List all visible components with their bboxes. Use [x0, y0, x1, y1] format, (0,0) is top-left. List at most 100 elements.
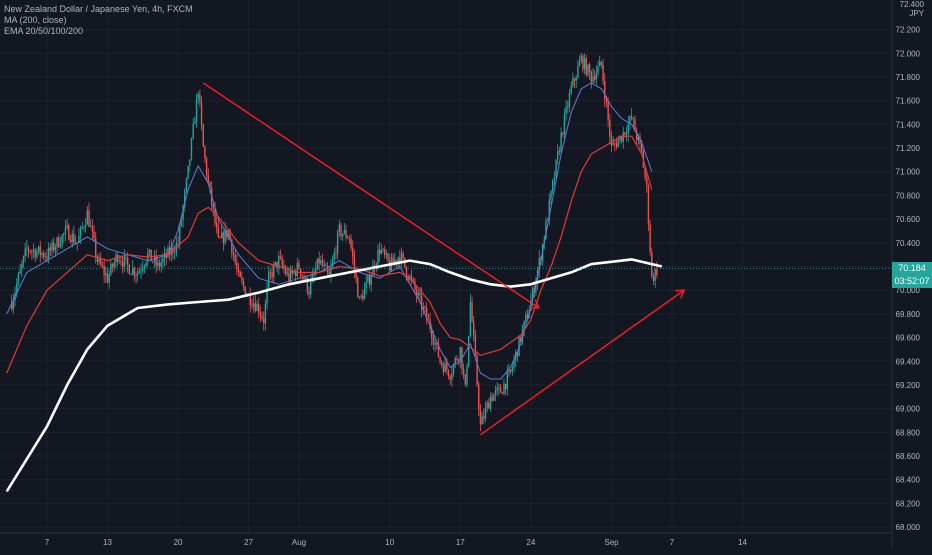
candle-body: [308, 291, 310, 295]
x-tick-label: 7: [670, 538, 675, 547]
candle-body: [588, 64, 591, 73]
candle-body: [200, 102, 203, 125]
candle-body: [629, 116, 631, 124]
candle-body: [429, 319, 431, 329]
candle-body: [237, 268, 240, 272]
candle-body: [501, 392, 503, 394]
candle-body: [486, 402, 488, 409]
candle-body: [362, 295, 364, 300]
candle-body: [454, 358, 456, 365]
trendline-2: [480, 289, 685, 436]
candle-body: [81, 227, 83, 228]
candle-body: [56, 237, 58, 248]
candle-body: [654, 269, 656, 281]
candle-body: [521, 329, 524, 342]
candle-body: [605, 99, 608, 103]
candle-body: [415, 289, 418, 296]
candle-body: [570, 85, 572, 94]
candle-body: [11, 302, 13, 310]
candle-body: [118, 260, 120, 262]
y-tick-label: 68.400: [896, 476, 921, 485]
legend-symbol[interactable]: New Zealand Dollar / Japanese Yen, 4h, F…: [4, 4, 193, 14]
candle-body: [138, 270, 141, 274]
candle-body: [531, 288, 534, 302]
candle-body: [340, 224, 342, 237]
candle-body: [42, 252, 45, 257]
candle-body: [111, 264, 114, 268]
candle-body: [614, 143, 616, 145]
candle-body: [74, 242, 77, 244]
candle-body: [110, 264, 112, 275]
candle-body: [348, 238, 351, 240]
candle-body: [24, 248, 26, 257]
candle-body: [268, 271, 270, 288]
candle-body: [63, 233, 65, 236]
legend-ma[interactable]: MA (200, close): [4, 15, 67, 25]
x-tick-label: 20: [174, 538, 183, 547]
candle-body: [306, 277, 309, 292]
candle-body: [19, 269, 21, 274]
y-tick-label: 68.800: [896, 428, 921, 437]
candle-body: [91, 226, 94, 232]
candle-body: [254, 303, 257, 311]
candle-body: [121, 262, 124, 267]
candle-body: [182, 206, 184, 221]
candle-body: [236, 262, 238, 269]
last-price-tag: 70.184: [892, 262, 932, 275]
candle-body: [239, 271, 241, 278]
candle-body: [568, 93, 571, 108]
candle-body: [383, 249, 386, 255]
candle-body: [622, 132, 624, 142]
candle-body: [590, 72, 593, 82]
candle-body: [249, 294, 251, 306]
candle-body: [103, 266, 105, 276]
candle-body: [148, 249, 151, 253]
candle-body: [467, 335, 470, 367]
candle-body: [634, 119, 636, 132]
candle-body: [153, 256, 156, 262]
candle-body: [436, 342, 438, 344]
candle-body: [469, 301, 472, 336]
candle-body: [656, 269, 658, 276]
candle-body: [44, 256, 47, 258]
candle-body: [600, 61, 603, 65]
candle-body: [363, 288, 366, 300]
candle-body: [160, 262, 162, 267]
candle-body: [155, 256, 157, 266]
candle-body: [609, 119, 611, 137]
candle-body: [513, 359, 515, 368]
axis-currency: JPY: [909, 9, 924, 18]
candle-body: [71, 233, 73, 242]
candle-body: [184, 190, 186, 207]
legend-ema[interactable]: EMA 20/50/100/200: [4, 26, 84, 36]
candle-body: [328, 272, 330, 276]
candle-body: [264, 303, 267, 324]
candle-body: [577, 66, 579, 79]
candle-body: [61, 235, 63, 245]
candle-body: [641, 143, 643, 152]
candle-body: [476, 355, 478, 385]
candle-body: [368, 275, 371, 285]
y-tick-label: 69.600: [896, 334, 921, 343]
candle-body: [73, 233, 75, 243]
candle-body: [639, 136, 641, 144]
candle-body: [620, 135, 623, 142]
candle-body: [558, 150, 561, 152]
candle-body: [269, 271, 272, 273]
candle-body: [585, 58, 587, 75]
candle-body: [352, 247, 354, 257]
candle-body: [263, 318, 265, 324]
candle-body: [209, 181, 211, 188]
x-tick-label: Sep: [604, 538, 619, 547]
candle-body: [279, 256, 282, 259]
candle-body: [78, 235, 80, 243]
candle-body: [358, 297, 361, 298]
candle-body: [632, 118, 635, 120]
candle-body: [649, 224, 651, 253]
candle-body: [410, 276, 413, 280]
y-tick-label: 69.200: [896, 381, 921, 390]
candle-body: [417, 293, 419, 296]
candle-body: [135, 275, 137, 276]
